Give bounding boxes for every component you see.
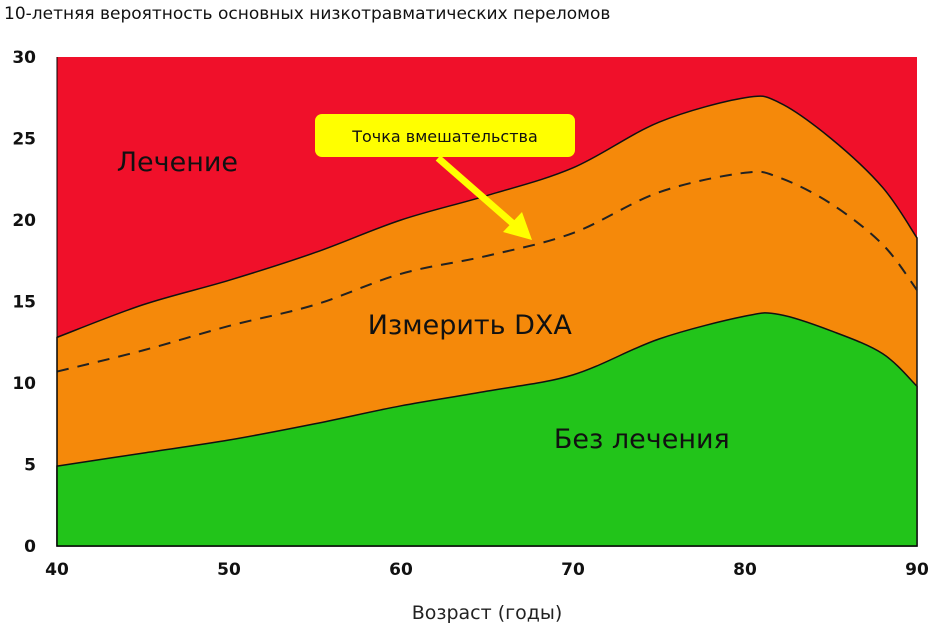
annotation-box bbox=[315, 114, 575, 157]
x-tick-label: 80 bbox=[733, 560, 757, 580]
y-tick-label: 15 bbox=[12, 293, 36, 313]
x-axis-label: Возраст (годы) bbox=[412, 602, 563, 624]
chart-title: 10-летняя вероятность основных низкотрав… bbox=[4, 4, 611, 24]
region-label: Измерить DXA bbox=[368, 310, 573, 341]
y-tick-label: 0 bbox=[24, 537, 36, 557]
region-label: Лечение bbox=[117, 147, 238, 178]
area-0 bbox=[56, 312, 918, 547]
x-tick-label: 90 bbox=[905, 560, 929, 580]
intervention-threshold-line bbox=[56, 170, 918, 373]
y-tick-label: 20 bbox=[12, 211, 36, 231]
region-label: Без лечения bbox=[554, 424, 730, 455]
x-tick-label: 40 bbox=[45, 560, 69, 580]
y-tick-label: 10 bbox=[12, 374, 36, 394]
y-tick-label: 5 bbox=[24, 456, 36, 476]
annotation-arrow bbox=[435, 155, 521, 231]
x-tick-label: 70 bbox=[561, 560, 585, 580]
y-tick-label: 30 bbox=[12, 48, 36, 68]
x-tick-label: 60 bbox=[389, 560, 413, 580]
y-tick-label: 25 bbox=[12, 130, 36, 150]
annotation-arrowhead bbox=[503, 212, 532, 240]
annotation-label: Точка вмешательства bbox=[351, 127, 538, 146]
x-tick-label: 50 bbox=[217, 560, 241, 580]
